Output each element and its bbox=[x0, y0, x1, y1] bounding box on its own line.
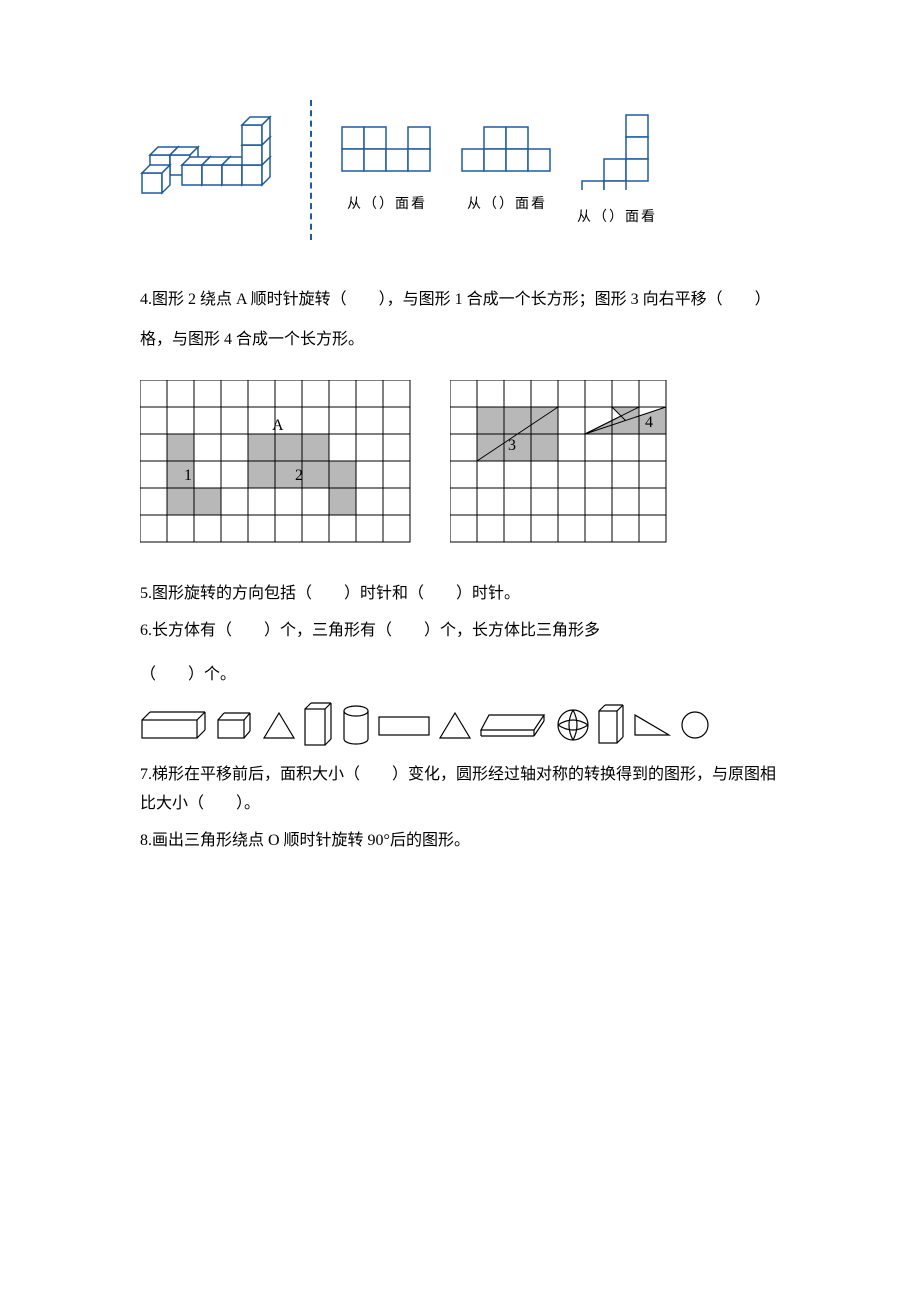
q3-view-1-label: 从（）面看 bbox=[347, 192, 427, 217]
q4-right-grid: 3 4 bbox=[450, 380, 675, 550]
q3-view-1-svg bbox=[337, 122, 437, 177]
cylinder-icon bbox=[341, 704, 371, 746]
q3-figure-row: 从（）面看 从（）面看 bbox=[140, 100, 780, 240]
q3-view-3-svg bbox=[577, 110, 657, 190]
tall-cuboid-icon bbox=[303, 701, 335, 749]
label-2: 2 bbox=[295, 467, 303, 484]
q3-view-1: 从（）面看 bbox=[337, 122, 437, 217]
right-triangle-icon bbox=[633, 711, 673, 739]
q3-view-3-label: 从（）面看 bbox=[577, 205, 657, 230]
divider bbox=[310, 100, 312, 240]
cuboid-icon bbox=[140, 708, 210, 743]
q3-view-2-label: 从（）面看 bbox=[467, 192, 547, 217]
small-cuboid-icon bbox=[216, 708, 256, 743]
label-A: A bbox=[272, 417, 284, 434]
basketball-icon bbox=[555, 707, 591, 743]
circle-icon bbox=[679, 709, 711, 741]
label-1: 1 bbox=[184, 467, 192, 484]
label-3: 3 bbox=[508, 437, 516, 454]
rectangle-icon bbox=[377, 711, 432, 739]
q4-text: 4.图形 2 绕点 A 顺时针旋转（ ），与图形 1 合成一个长方形；图形 3 … bbox=[140, 280, 780, 360]
q4-left-grid: A 1 2 bbox=[140, 380, 420, 550]
q6-shapes-row bbox=[140, 701, 780, 749]
q4-grids: A 1 2 bbox=[140, 380, 780, 550]
q6-line2: （ ）个。 bbox=[140, 661, 780, 690]
q3-view-2: 从（）面看 bbox=[457, 122, 557, 217]
flat-cuboid-icon bbox=[479, 710, 549, 740]
triangle-icon bbox=[262, 708, 297, 743]
q3-view-2-svg bbox=[457, 122, 557, 177]
q7-text: 7.梯形在平移前后，面积大小（ ）变化，圆形经过轴对称的转换得到的图形，与原图相… bbox=[140, 761, 780, 819]
q8-text: 8.画出三角形绕点 O 顺时针旋转 90°后的图形。 bbox=[140, 827, 780, 856]
q5-text: 5.图形旋转的方向包括（ ）时针和（ ）时针。 bbox=[140, 580, 780, 609]
tall-cuboid-icon-2 bbox=[597, 703, 627, 747]
q3-3d-cubes bbox=[140, 115, 285, 225]
label-4: 4 bbox=[645, 414, 653, 431]
q3-view-3: 从（）面看 bbox=[577, 110, 657, 230]
triangle-icon-2 bbox=[438, 708, 473, 743]
q6-line1: 6.长方体有（ ）个，三角形有（ ）个，长方体比三角形多 bbox=[140, 617, 780, 646]
